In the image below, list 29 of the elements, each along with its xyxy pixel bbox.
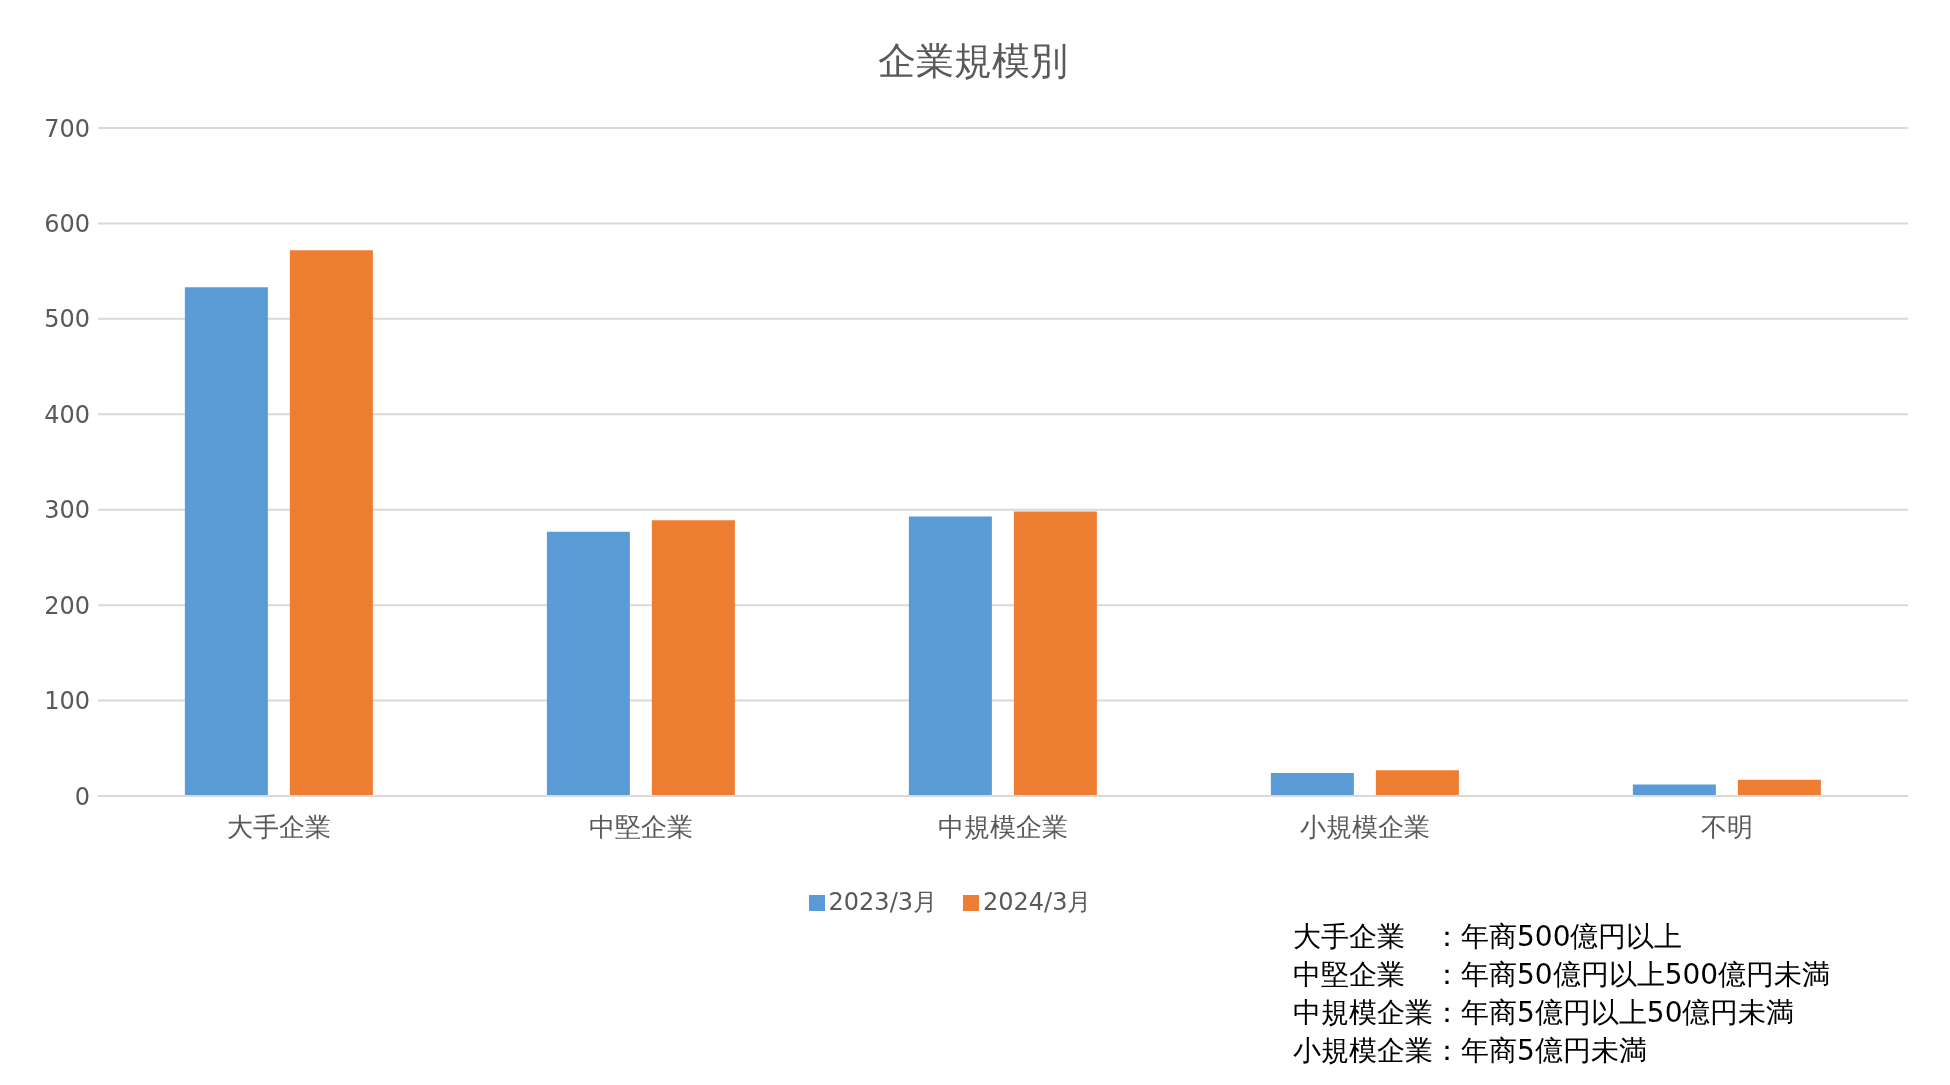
legend-label: 2023/3月 (828, 888, 937, 916)
x-tick-label: 大手企業 (227, 812, 331, 843)
y-tick-label: 200 (44, 591, 90, 620)
y-tick-label: 600 (44, 209, 90, 238)
chart-title: 企業規模別 (877, 38, 1069, 85)
y-tick-label: 400 (44, 400, 90, 429)
bar (908, 516, 992, 796)
x-tick-label: 小規模企業 (1300, 812, 1430, 843)
x-tick-label: 不明 (1701, 812, 1753, 843)
bar (1737, 779, 1821, 796)
bar (1375, 770, 1459, 796)
bar (1270, 773, 1354, 796)
bar (1013, 511, 1097, 796)
y-tick-label: 100 (44, 687, 90, 716)
bar (184, 287, 268, 796)
bar (289, 250, 373, 796)
x-tick-label: 中規模企業 (938, 812, 1068, 843)
text: 中堅企業 ：年商50億円以上500億円未満 (1293, 957, 1831, 993)
text: 小規模企業：年商5億円未満 (1293, 1033, 1648, 1069)
y-tick-label: 300 (44, 496, 90, 525)
legend-label: 2024/3月 (983, 888, 1092, 916)
bar (651, 520, 735, 796)
y-tick-label: 500 (44, 305, 90, 334)
text: 中規模企業：年商5億円以上50億円未満 (1293, 995, 1796, 1031)
y-tick-label: 0 (74, 782, 90, 811)
bar (546, 531, 630, 796)
y-tick-label: 700 (44, 114, 90, 143)
text: 大手企業 ：年商500億円以上 (1293, 919, 1684, 955)
x-tick-label: 中堅企業 (589, 812, 693, 843)
